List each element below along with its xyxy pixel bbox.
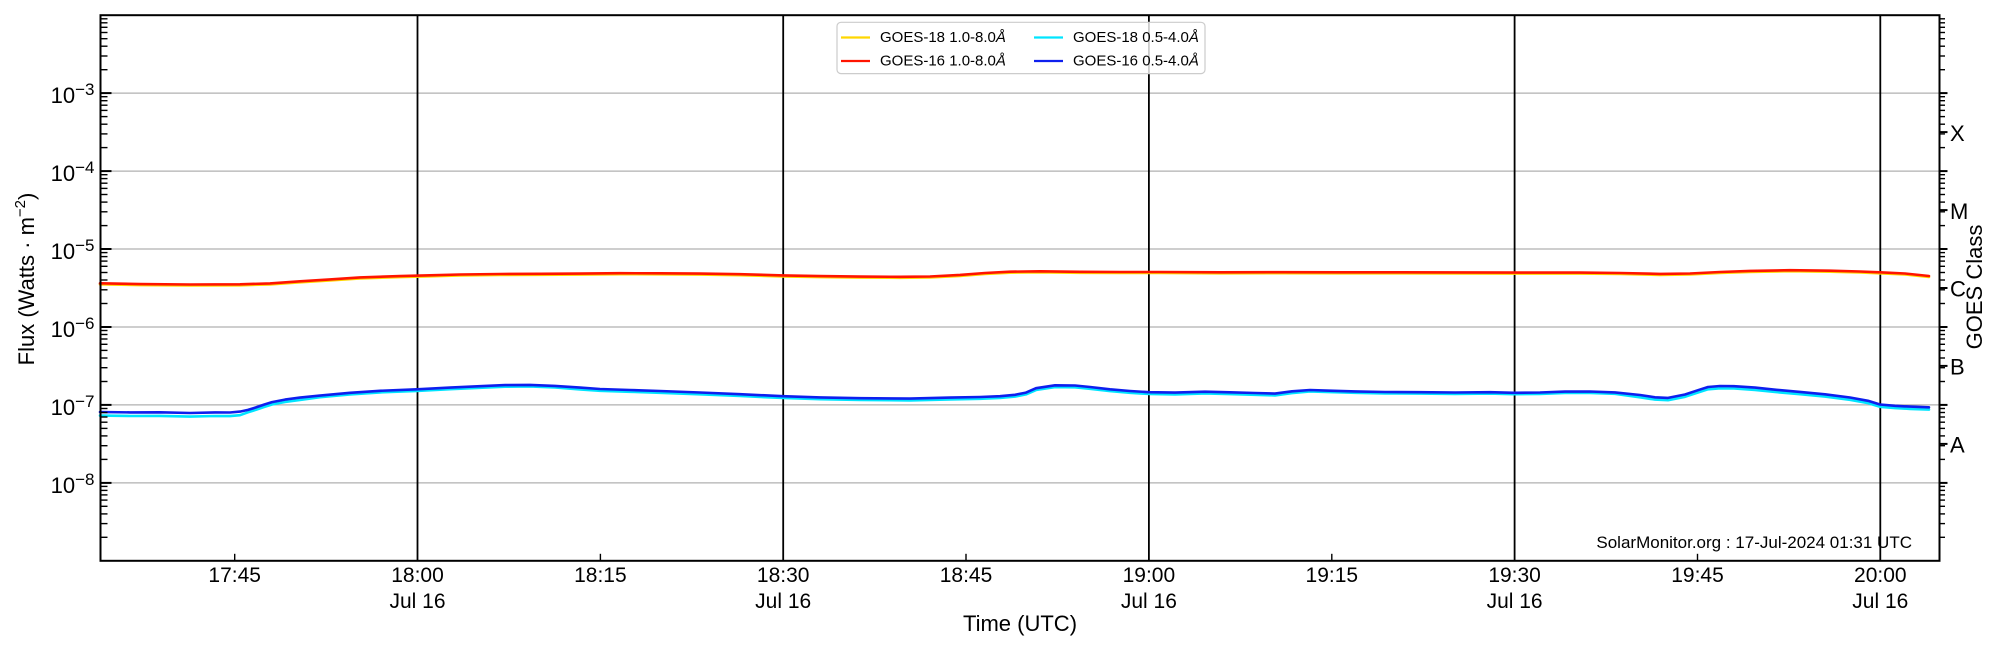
- svg-text:19:30: 19:30: [1488, 564, 1541, 587]
- svg-text:19:00: 19:00: [1123, 564, 1176, 587]
- svg-text:18:15: 18:15: [574, 564, 627, 587]
- svg-text:SolarMonitor.org : 17-Jul-2024: SolarMonitor.org : 17-Jul-2024 01:31 UTC: [1596, 533, 1912, 552]
- svg-text:Jul 16: Jul 16: [755, 590, 811, 613]
- svg-text:GOES-16 1.0-8.0Å: GOES-16 1.0-8.0Å: [880, 52, 1006, 69]
- svg-text:A: A: [1950, 433, 1965, 458]
- svg-text:Jul 16: Jul 16: [1852, 590, 1908, 613]
- svg-text:GOES Class: GOES Class: [1962, 225, 1987, 350]
- svg-text:B: B: [1950, 355, 1965, 380]
- svg-text:Time (UTC): Time (UTC): [963, 611, 1077, 636]
- svg-text:18:30: 18:30: [757, 564, 810, 587]
- svg-text:GOES-16 0.5-4.0Å: GOES-16 0.5-4.0Å: [1073, 52, 1199, 69]
- svg-text:Jul 16: Jul 16: [1121, 590, 1177, 613]
- svg-text:18:00: 18:00: [391, 564, 444, 587]
- svg-text:Flux (Watts · m−2): Flux (Watts · m−2): [12, 193, 39, 366]
- svg-text:X: X: [1950, 121, 1965, 146]
- svg-text:10−8: 10−8: [51, 470, 95, 498]
- svg-text:C: C: [1950, 277, 1966, 302]
- svg-text:Jul 16: Jul 16: [389, 590, 445, 613]
- svg-text:20:00: 20:00: [1854, 564, 1907, 587]
- svg-text:17:45: 17:45: [208, 564, 261, 587]
- svg-text:Jul 16: Jul 16: [1487, 590, 1543, 613]
- svg-text:19:45: 19:45: [1671, 564, 1724, 587]
- svg-text:GOES-18 1.0-8.0Å: GOES-18 1.0-8.0Å: [880, 29, 1006, 46]
- svg-text:GOES-18 0.5-4.0Å: GOES-18 0.5-4.0Å: [1073, 29, 1199, 46]
- svg-text:19:15: 19:15: [1306, 564, 1359, 587]
- svg-text:10−3: 10−3: [51, 80, 95, 108]
- svg-text:18:45: 18:45: [940, 564, 993, 587]
- svg-text:M: M: [1950, 199, 1968, 224]
